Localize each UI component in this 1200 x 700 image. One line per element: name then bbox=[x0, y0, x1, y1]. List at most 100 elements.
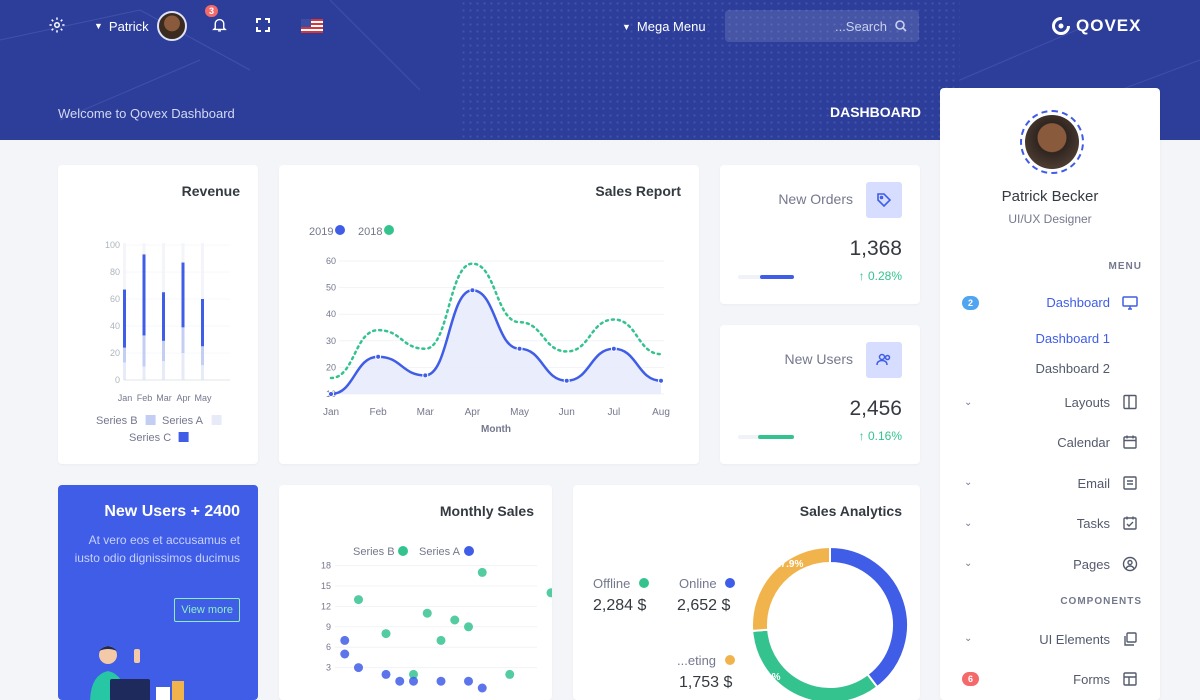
search-input[interactable]: ...Search bbox=[725, 10, 919, 42]
scatter-point bbox=[477, 683, 487, 693]
sidebar-item-label: Dashboard 1 bbox=[1035, 331, 1110, 346]
sidebar-item-pages[interactable]: Pages bbox=[1073, 556, 1138, 572]
sidebar-item-email[interactable]: Email bbox=[1077, 475, 1138, 491]
y-tick-label: 18 bbox=[321, 561, 331, 571]
sidebar-item-dashboard-1[interactable]: Dashboard 1 bbox=[1036, 331, 1110, 346]
logo-icon bbox=[1052, 17, 1070, 35]
chevron-down-icon: ⌄ bbox=[964, 518, 973, 529]
profile-sidebar: Patrick Becker UI/UX Designer MENU 2 Das… bbox=[940, 88, 1160, 700]
scatter-point bbox=[409, 676, 418, 686]
topbar: ▼ Patrick 3 ▼ Mega Menu ...Search QOVEX bbox=[0, 0, 1200, 56]
chevron-down-icon: ⌄ bbox=[964, 477, 973, 488]
bar bbox=[123, 362, 126, 380]
mega-menu-toggle[interactable]: ▼ Mega Menu bbox=[622, 19, 706, 34]
world-map-pattern bbox=[460, 0, 960, 140]
stat-change-value: 0.28% bbox=[867, 269, 902, 283]
settings-icon[interactable] bbox=[48, 16, 66, 34]
card-title: Revenue bbox=[181, 183, 240, 199]
search-icon bbox=[895, 20, 907, 32]
profile-name: Patrick Becker bbox=[1001, 188, 1099, 205]
x-axis-label: Month bbox=[481, 424, 511, 435]
sidebar-item-dashboard-2[interactable]: Dashboard 2 bbox=[1036, 361, 1110, 376]
dashboard-badge: 2 bbox=[962, 296, 980, 310]
bar bbox=[123, 347, 126, 363]
bar bbox=[201, 299, 204, 347]
chevron-down-icon: ▼ bbox=[622, 21, 631, 32]
offline-value: 2,284 $ bbox=[593, 597, 647, 614]
sales-analytics-donut: 17.9% 3.3.% bbox=[751, 545, 909, 700]
bell-icon[interactable] bbox=[211, 16, 228, 33]
y-tick-label: 20 bbox=[110, 348, 120, 358]
y-tick-label: 40 bbox=[110, 321, 120, 331]
sales-report-card: Sales Report 605040302010JanFebMarAprMay… bbox=[279, 165, 699, 464]
arrow-up-icon: ↑ bbox=[858, 429, 868, 443]
y-tick-label: 9 bbox=[326, 622, 331, 632]
promo-title: New Users + 2400 bbox=[104, 503, 240, 520]
chevron-down-icon: ▼ bbox=[94, 21, 103, 31]
bar bbox=[201, 346, 204, 366]
layout-icon bbox=[1123, 394, 1137, 410]
bar bbox=[162, 361, 165, 380]
progress-bar bbox=[758, 435, 794, 439]
legend-label: 2019 bbox=[309, 226, 333, 238]
legend-label: Series A bbox=[162, 415, 204, 427]
sidebar-item-tasks[interactable]: Tasks bbox=[1077, 515, 1138, 531]
task-icon bbox=[1123, 516, 1137, 530]
legend-dot bbox=[638, 578, 649, 588]
card-title: Monthly Sales bbox=[439, 503, 534, 519]
legend-label: Online bbox=[679, 576, 717, 591]
y-tick-label: 30 bbox=[326, 336, 336, 346]
stat-change-value: 0.16% bbox=[867, 429, 902, 443]
bar bbox=[181, 262, 185, 328]
promo-card: New Users + 2400 At vero eos et accusamu… bbox=[58, 485, 258, 700]
us-flag-icon[interactable] bbox=[301, 19, 323, 33]
fullscreen-icon[interactable] bbox=[256, 18, 270, 32]
y-tick-label: 40 bbox=[326, 309, 336, 319]
chevron-down-icon: ⌄ bbox=[964, 558, 973, 569]
sidebar-item-layouts[interactable]: Layouts bbox=[1064, 394, 1138, 410]
sidebar-item-label: Calendar bbox=[1057, 434, 1110, 450]
data-point bbox=[375, 353, 382, 360]
stat-label: New Orders bbox=[778, 191, 853, 207]
stat-value: 2,456 bbox=[849, 397, 902, 420]
scatter-point bbox=[436, 635, 446, 645]
sidebar-item-label: Email bbox=[1077, 475, 1110, 491]
app-logo[interactable]: QOVEX bbox=[1052, 16, 1141, 36]
stat-value: 1,368 bbox=[849, 237, 902, 260]
marketing-value: 1,753 $ bbox=[679, 674, 733, 691]
sidebar-item-calendar[interactable]: Calendar bbox=[1057, 434, 1138, 450]
bar bbox=[181, 353, 185, 380]
sidebar-item-label: Forms bbox=[1073, 671, 1110, 687]
view-more-button[interactable]: View more bbox=[174, 598, 240, 622]
scatter-point bbox=[464, 676, 473, 686]
donut-slice bbox=[829, 545, 909, 689]
sidebar-item-forms[interactable]: Forms bbox=[1073, 671, 1138, 687]
scatter-point bbox=[450, 615, 460, 625]
x-tick-label: Feb bbox=[370, 407, 388, 418]
legend-label: Series C bbox=[129, 432, 171, 444]
donut-slice bbox=[751, 545, 831, 632]
users-icon bbox=[866, 342, 902, 378]
sidebar-item-ui-elements[interactable]: UI Elements bbox=[1039, 631, 1138, 647]
form-icon bbox=[1123, 672, 1137, 686]
logo-text: QOVEX bbox=[1076, 16, 1142, 35]
scatter-point bbox=[340, 635, 350, 645]
legend-label: Offline bbox=[593, 576, 631, 591]
monthly-sales-card: Monthly Sales 18 15 12 9 6 3 Series B Series A bbox=[279, 485, 552, 700]
monthly-sales-chart: 18 15 12 9 6 3 Series B Series A bbox=[321, 546, 552, 693]
y-tick-label: 100 bbox=[105, 240, 120, 250]
scatter-point bbox=[409, 669, 418, 679]
scatter-point bbox=[422, 608, 432, 618]
sidebar-item-label: UI Elements bbox=[1039, 631, 1110, 647]
progress-bar bbox=[760, 275, 794, 279]
revenue-card: Revenue 100 80 60 40 20 0 Jan Feb Mar Apr May Serie… bbox=[58, 165, 258, 464]
mega-menu-label: Mega Menu bbox=[636, 19, 706, 34]
data-point bbox=[516, 345, 523, 352]
user-name: Patrick bbox=[108, 18, 149, 34]
scatter-point bbox=[381, 669, 391, 679]
user-dropdown[interactable]: ▼ Patrick bbox=[94, 11, 187, 41]
legend-label: Series B bbox=[96, 415, 138, 427]
sidebar-item-dashboard[interactable]: Dashboard bbox=[1046, 295, 1138, 310]
y-tick-label: 60 bbox=[326, 256, 336, 266]
legend-label: ...eting bbox=[677, 653, 717, 668]
